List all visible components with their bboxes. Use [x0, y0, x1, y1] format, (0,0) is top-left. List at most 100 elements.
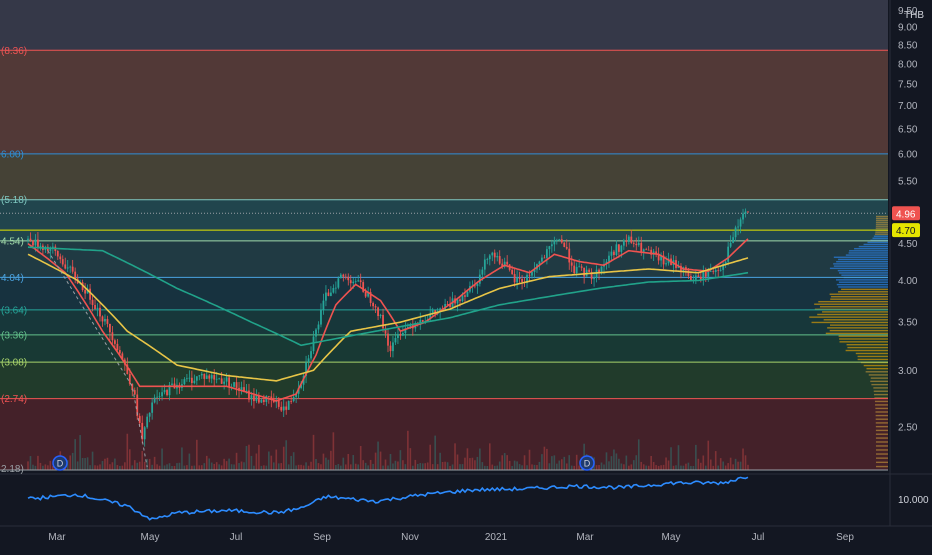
candle-body	[317, 324, 320, 330]
volume-profile-bar	[825, 332, 888, 335]
candle-body	[143, 427, 146, 440]
volume-bar	[151, 464, 153, 470]
volume-bar	[104, 458, 106, 470]
volume-bar	[128, 449, 131, 470]
candle-body	[369, 292, 372, 303]
candle-body	[250, 395, 253, 400]
candle-body	[332, 288, 335, 293]
volume-profile-bar	[875, 465, 888, 468]
candle-body	[503, 261, 506, 267]
volume-bar	[518, 464, 521, 470]
candle-body	[543, 257, 546, 259]
volume-bar	[429, 444, 432, 470]
volume-bar	[548, 463, 551, 470]
volume-bar	[565, 463, 568, 470]
candle-body	[635, 243, 638, 246]
volume-profile-bar	[875, 453, 888, 455]
volume-bar	[456, 454, 459, 470]
volume-bar	[610, 456, 613, 470]
volume-bar	[277, 463, 280, 470]
fib-band	[0, 277, 888, 310]
volume-profile-bar	[809, 316, 888, 318]
fib-level-label: 2.18)	[1, 464, 24, 475]
volume-bar	[364, 462, 367, 470]
candle-body	[593, 278, 595, 280]
candle-body	[622, 240, 625, 246]
candle-body	[66, 267, 69, 269]
volume-bar	[282, 446, 285, 470]
volume-profile-bar	[846, 344, 888, 346]
time-axis[interactable]: Mar May Jul Sep Nov 2021 Mar May Jul Sep	[0, 525, 932, 543]
volume-bar	[493, 465, 496, 470]
volume-bar	[637, 439, 640, 470]
candle-body	[307, 358, 310, 363]
fib-band	[0, 334, 888, 363]
volume-bar	[382, 465, 384, 470]
candle-body	[344, 276, 347, 278]
volume-bar	[133, 460, 136, 470]
candle-body	[260, 399, 263, 403]
volume-profile-bar	[866, 367, 888, 370]
volume-profile-bar	[833, 263, 888, 265]
candle-body	[714, 269, 717, 272]
candle-body	[476, 283, 479, 287]
volume-bar	[116, 465, 119, 470]
candle-body	[354, 281, 357, 283]
volume-bar	[213, 463, 216, 470]
volume-bar	[91, 451, 94, 470]
candle-body	[613, 251, 615, 255]
volume-bar	[608, 461, 610, 470]
volume-bar	[409, 448, 412, 470]
candle-body	[220, 378, 223, 384]
candle-body	[394, 337, 397, 343]
currency-label: THB	[904, 10, 924, 21]
volume-bar	[739, 461, 742, 470]
volume-bar	[640, 461, 643, 470]
candle-body	[113, 340, 116, 344]
volume-profile-bar	[874, 233, 888, 235]
candle-body	[188, 377, 191, 379]
candle-body	[267, 395, 270, 397]
volume-bar	[724, 465, 727, 470]
volume-bar	[270, 455, 273, 470]
volume-bar	[387, 465, 389, 470]
volume-profile-bar	[875, 215, 888, 218]
volume-bar	[488, 443, 491, 470]
volume-bar	[141, 451, 144, 470]
volume-bar	[657, 465, 660, 470]
candle-body	[399, 333, 402, 336]
price-axis[interactable]: 9.509.008.508.007.507.006.506.005.505.00…	[889, 0, 920, 526]
volume-bar	[516, 461, 518, 470]
volume-profile-bar	[833, 265, 888, 267]
volume-bar	[491, 464, 494, 470]
candle-body	[548, 246, 551, 250]
volume-profile-bar	[870, 239, 888, 242]
candle-body	[406, 326, 409, 329]
volume-bar	[615, 453, 618, 470]
time-tick-label: Sep	[836, 532, 854, 543]
volume-bar	[109, 464, 111, 470]
volume-bar	[469, 458, 471, 470]
volume-bar	[196, 439, 198, 470]
volume-bar	[81, 457, 84, 470]
volume-profile-bar	[830, 298, 888, 300]
candle-body	[382, 314, 384, 329]
candle-body	[588, 269, 591, 272]
volume-profile-bar	[875, 227, 888, 229]
price-tick-label: 7.00	[898, 101, 918, 112]
fib-band	[0, 362, 888, 399]
candle-body	[32, 240, 34, 246]
volume-profile-bar	[827, 327, 888, 329]
candle-body	[719, 269, 722, 271]
volume-bar	[737, 461, 739, 470]
candle-body	[595, 269, 598, 279]
volume-bar	[228, 458, 230, 470]
candle-body	[580, 266, 583, 268]
candle-body	[357, 280, 360, 282]
price-tick-label: 7.50	[898, 80, 918, 91]
volume-bar	[506, 455, 508, 470]
fib-level-label: (8.36)	[1, 46, 27, 57]
